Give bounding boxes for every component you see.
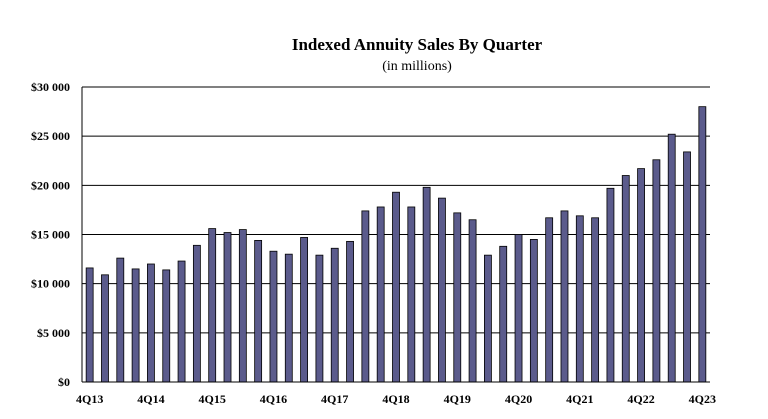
bar-2Q22: [606, 187, 615, 383]
bar-1Q14: [101, 274, 109, 383]
bar-1Q15: [162, 269, 171, 383]
bar-4Q23: [698, 106, 707, 383]
bar-4Q15: [208, 228, 217, 383]
bar-3Q15: [192, 244, 201, 383]
bar-1Q23: [652, 159, 661, 383]
bar-1Q22: [591, 217, 600, 383]
bar-2Q21: [545, 217, 554, 383]
bar-3Q23: [683, 151, 691, 383]
bar-4Q18: [392, 191, 400, 383]
bar-1Q21: [529, 239, 538, 383]
bar-2Q23: [667, 133, 676, 383]
bar-4Q13: [85, 267, 94, 383]
bar-3Q22: [621, 175, 630, 383]
bar-2Q18: [361, 210, 370, 383]
chart-subtitle: (in millions): [382, 59, 452, 74]
bar-4Q22: [637, 168, 645, 383]
x-tick-label: 4Q17: [321, 392, 348, 406]
x-tick-label: 4Q16: [260, 392, 287, 406]
bar-1Q18: [346, 240, 354, 383]
bar-3Q16: [254, 239, 263, 383]
bar-4Q20: [514, 234, 523, 383]
y-tick-label: $0: [58, 375, 70, 389]
bar-3Q14: [131, 268, 140, 383]
x-tick-label: 4Q13: [76, 392, 103, 406]
bar-2Q20: [484, 254, 492, 383]
bar-2Q17: [300, 237, 308, 383]
bar-2Q19: [422, 186, 431, 383]
x-tick-label: 4Q14: [137, 392, 164, 406]
bar-3Q20: [499, 245, 508, 383]
x-tick-label: 4Q22: [627, 392, 654, 406]
x-tick-label: 4Q15: [199, 392, 226, 406]
y-tick-label: $25 000: [31, 129, 70, 143]
x-tick-label: 4Q20: [505, 392, 532, 406]
x-tick-label: 4Q21: [566, 392, 593, 406]
x-tick-label: 4Q18: [382, 392, 409, 406]
bar-4Q14: [147, 263, 155, 383]
bar-3Q17: [315, 254, 324, 383]
bar-2Q15: [177, 260, 186, 383]
bar-1Q20: [468, 219, 477, 383]
x-tick-label: 4Q19: [444, 392, 471, 406]
chart-title: Indexed Annuity Sales By Quarter: [292, 35, 543, 54]
y-tick-label: $20 000: [31, 178, 70, 192]
bar-2Q14: [116, 257, 125, 383]
bar-4Q17: [330, 247, 339, 383]
y-tick-label: $30 000: [31, 80, 70, 94]
bar-3Q21: [560, 210, 569, 383]
bar-4Q19: [453, 212, 462, 383]
y-axis: $0 $5 000 $10 000 $15 000 $20 000 $25 000 $30 …: [31, 80, 83, 389]
bars: [85, 106, 707, 383]
bar-1Q19: [407, 206, 416, 383]
bar-1Q16: [223, 232, 232, 383]
x-axis: 4Q13 4Q14 4Q15 4Q16 4Q17 4Q18 4Q19 4Q20 4Q21 4Q22…: [76, 381, 716, 406]
bar-4Q21: [575, 215, 584, 383]
bar-2Q16: [238, 229, 247, 383]
bar-4Q16: [269, 250, 278, 383]
bar-3Q19: [438, 197, 446, 383]
y-tick-label: $15 000: [31, 228, 70, 242]
bar-3Q18: [376, 206, 385, 383]
y-tick-label: $5 000: [37, 326, 70, 340]
x-tick-label: 4Q23: [689, 392, 716, 406]
y-tick-label: $10 000: [31, 277, 70, 291]
bar-1Q17: [284, 253, 293, 383]
